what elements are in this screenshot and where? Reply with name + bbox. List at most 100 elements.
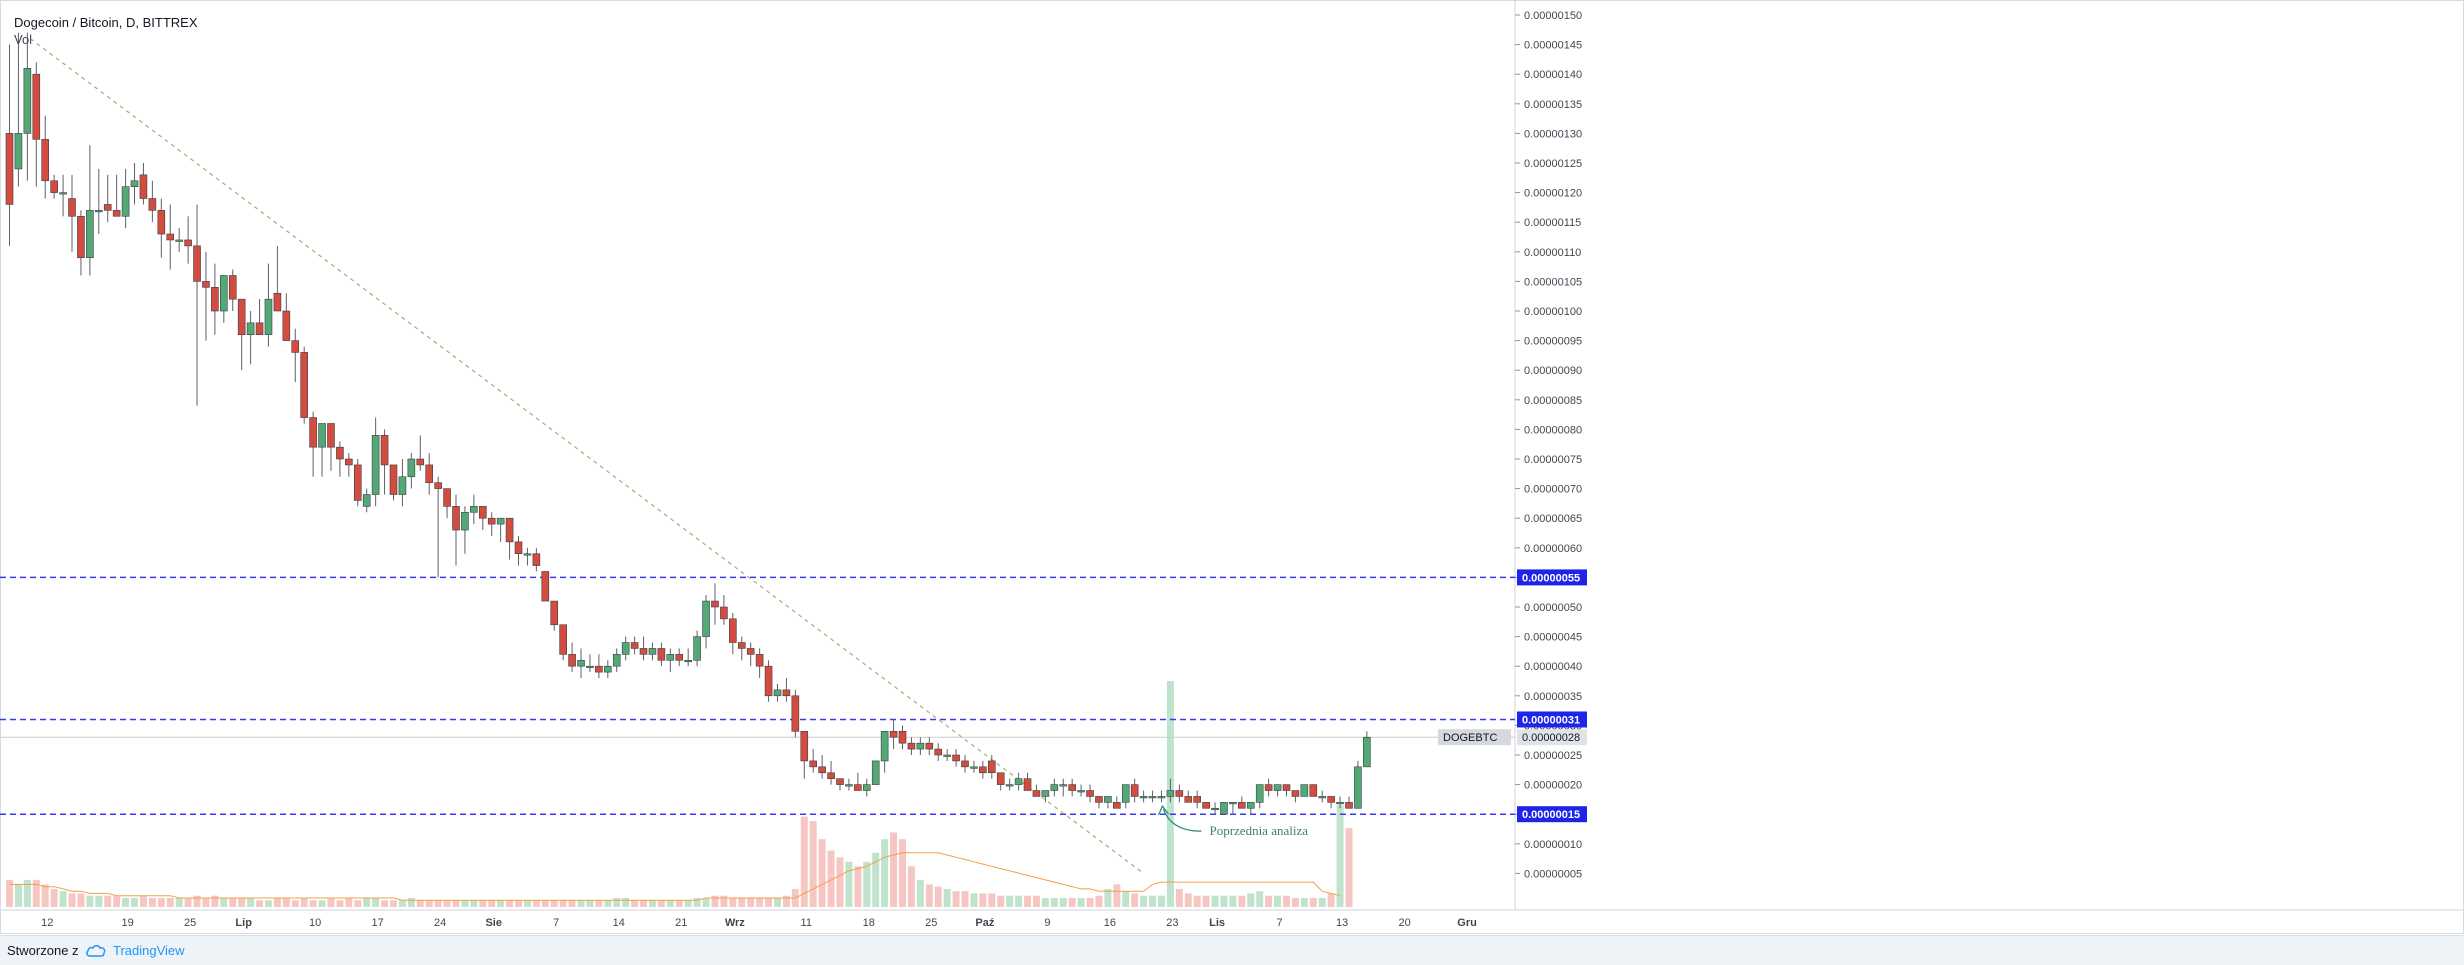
- y-tick-label: 0.00000100: [1524, 306, 1582, 318]
- volume-bar: [506, 900, 514, 907]
- candle-body: [586, 665, 594, 669]
- candle-body: [800, 731, 809, 762]
- volume-bar: [345, 897, 353, 907]
- volume-bar: [568, 900, 576, 907]
- volume-bar: [881, 839, 889, 907]
- volume-bar: [1274, 895, 1282, 907]
- volume-bar: [407, 897, 415, 907]
- candle-body: [264, 298, 273, 335]
- volume-bar: [800, 816, 808, 907]
- volume-bar: [193, 895, 201, 907]
- volume-bar: [765, 897, 773, 907]
- volume-bar: [559, 900, 567, 907]
- volume-bar: [425, 900, 433, 907]
- candle-body: [1130, 784, 1139, 797]
- y-tick-label: 0.00000050: [1524, 602, 1582, 614]
- candle-body: [1121, 784, 1130, 803]
- volume-bar: [756, 897, 764, 907]
- candle-body: [103, 204, 112, 211]
- candle-body: [720, 606, 728, 620]
- volume-bar: [640, 900, 648, 907]
- volume-bar: [229, 897, 237, 907]
- symbol-tag: [1438, 729, 1511, 746]
- x-tick-label: Sie: [485, 917, 502, 929]
- y-tick-label: 0.00000065: [1524, 513, 1582, 525]
- volume-bar: [1247, 893, 1255, 907]
- candle-body: [434, 482, 442, 489]
- volume-bar: [416, 900, 424, 907]
- candle-body: [621, 642, 630, 655]
- volume-bar: [622, 897, 630, 907]
- candle-body: [970, 766, 978, 769]
- volume-bar: [470, 900, 478, 907]
- volume-bar: [41, 884, 49, 907]
- volume-bar: [1024, 895, 1032, 907]
- candle-body: [979, 766, 987, 774]
- candle-body: [327, 423, 335, 448]
- y-tick-label: 0.00000115: [1524, 217, 1581, 229]
- candle-body: [1077, 790, 1085, 793]
- volume-bar: [318, 900, 326, 907]
- volume-bar: [997, 895, 1005, 907]
- candle-body: [443, 488, 451, 507]
- volume-bar: [166, 897, 174, 907]
- volume-bar: [256, 900, 264, 907]
- annotation-arrowhead: [1157, 804, 1169, 816]
- candle-body: [791, 695, 800, 732]
- volume-bar: [666, 900, 674, 907]
- candle-body: [1023, 778, 1032, 791]
- volume-bar: [59, 891, 67, 907]
- candle-body: [389, 464, 398, 495]
- candle-body: [425, 464, 434, 483]
- volume-bar: [1113, 884, 1121, 907]
- candle-body: [1309, 784, 1318, 797]
- candle-body: [1354, 766, 1362, 809]
- candle-body: [318, 423, 326, 448]
- volume-bar: [1211, 895, 1219, 907]
- x-tick-label: 24: [434, 917, 446, 929]
- volume-bar: [443, 900, 451, 907]
- y-tick-label: 0.00000120: [1524, 188, 1582, 200]
- candle-body: [1095, 796, 1103, 803]
- price-chart[interactable]: 0.000001550.000001500.000001450.00000140…: [0, 0, 2464, 934]
- volume-bar: [845, 861, 853, 907]
- volume-bar: [916, 879, 924, 907]
- volume-bar: [264, 900, 272, 907]
- x-tick-label: 7: [553, 917, 559, 929]
- candle-body: [461, 511, 469, 531]
- candle-body: [175, 239, 183, 242]
- volume-bar: [77, 893, 85, 907]
- y-tick-label: 0.00000075: [1524, 454, 1582, 466]
- volume-bar: [148, 897, 156, 907]
- x-tick-label: Wrz: [725, 917, 745, 929]
- y-tick-label: 0.00000145: [1524, 40, 1582, 52]
- level-price-label: 0.00000015: [1522, 809, 1580, 821]
- y-tick-label: 0.00000040: [1524, 661, 1582, 673]
- volume-bar: [1059, 897, 1067, 907]
- volume-bar: [899, 839, 906, 907]
- volume-bar: [282, 897, 290, 907]
- candle-body: [898, 731, 907, 744]
- x-tick-label: Gru: [1457, 917, 1477, 929]
- candle-body: [1104, 796, 1112, 803]
- volume-bar: [1122, 891, 1130, 907]
- chart-title: Dogecoin / Bitcoin, D, BITTREX: [14, 15, 198, 30]
- candle-body: [95, 210, 103, 213]
- tradingview-logo-icon[interactable]: [86, 945, 106, 957]
- candle-body: [702, 600, 710, 637]
- candle-body: [764, 665, 773, 697]
- volume-bar: [979, 893, 987, 907]
- candle-body: [193, 245, 201, 282]
- volume-bar: [23, 879, 31, 907]
- candle-body: [1148, 796, 1157, 799]
- volume-bar: [434, 900, 442, 907]
- volume-bar: [577, 900, 585, 907]
- volume-bar: [1095, 895, 1103, 907]
- volume-bar: [452, 900, 460, 907]
- candle-body: [32, 73, 41, 140]
- candle-body: [362, 494, 371, 507]
- volume-bar: [1220, 895, 1228, 907]
- tradingview-link[interactable]: TradingView: [113, 943, 185, 958]
- candle-body: [1041, 790, 1050, 797]
- candle-body: [827, 772, 835, 779]
